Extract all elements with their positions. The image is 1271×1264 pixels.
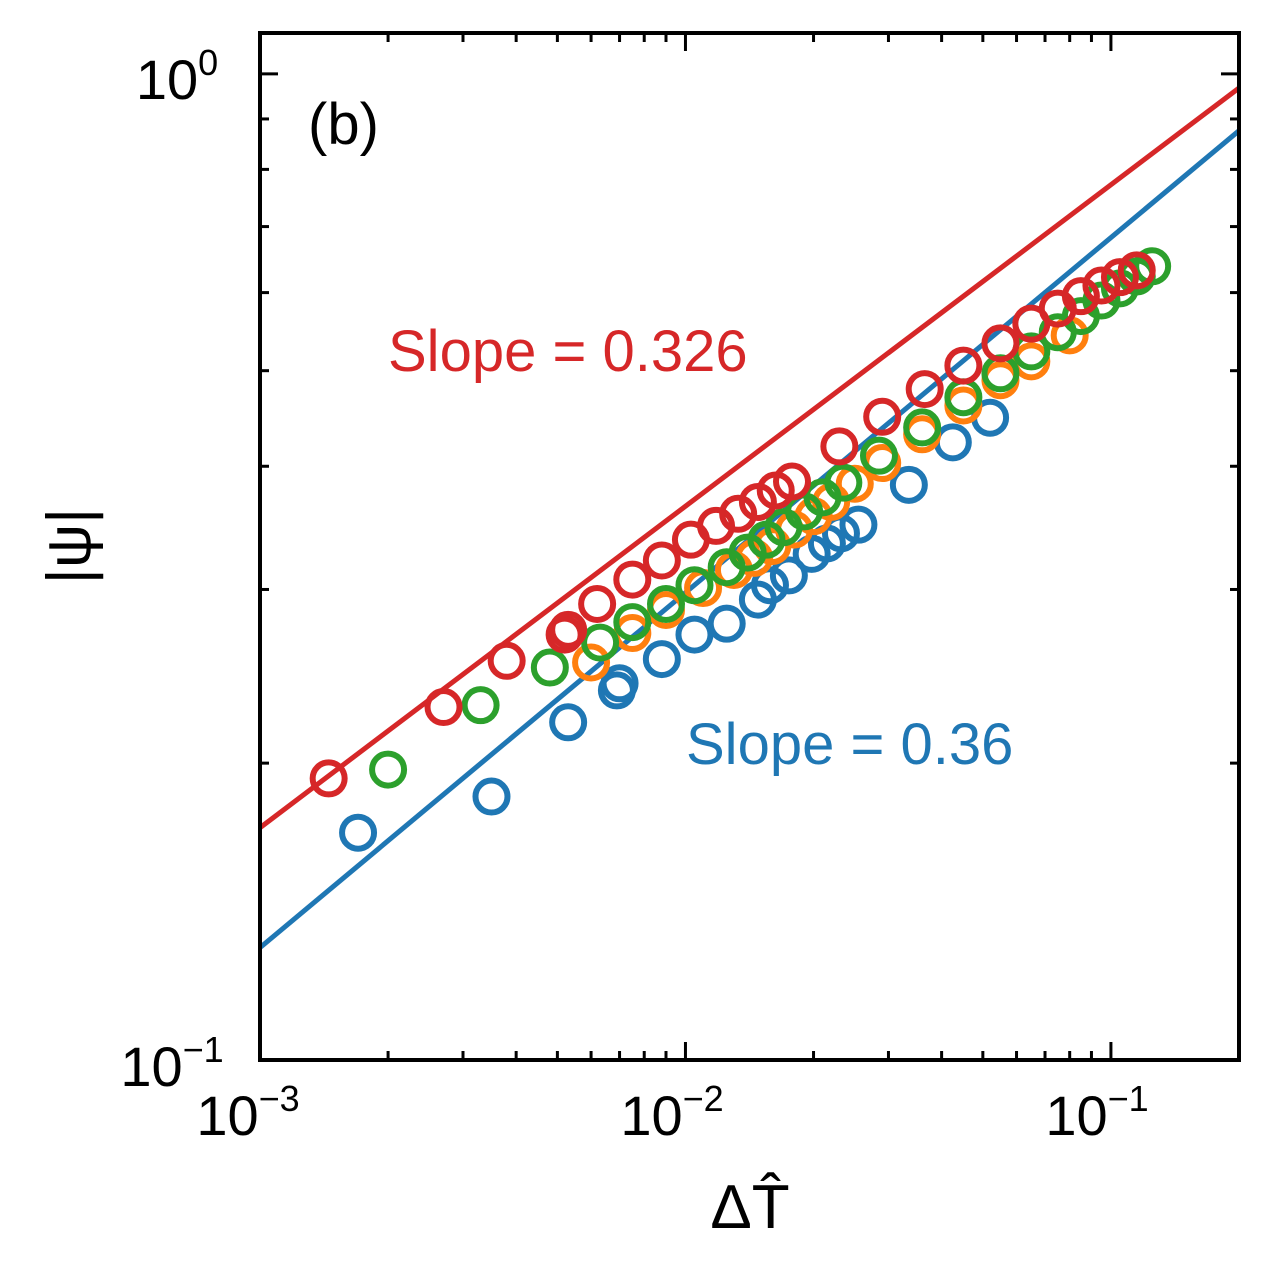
data-point-red — [905, 370, 944, 409]
x-tick-label-3: 10−1 — [1045, 1078, 1148, 1147]
data-point-red — [487, 641, 526, 680]
data-point-red — [1061, 277, 1100, 316]
plot-frame — [258, 31, 1241, 1062]
series-blue — [339, 398, 1010, 852]
data-point-blue — [839, 505, 878, 544]
panel-label: (b) — [308, 92, 379, 157]
data-point-green — [461, 686, 500, 725]
data-point-red — [309, 759, 348, 798]
data-point-green — [646, 584, 685, 623]
data-point-red — [773, 462, 812, 501]
data-point-orange — [572, 643, 611, 682]
data-point-red — [981, 324, 1020, 363]
data-point-green — [369, 750, 408, 789]
data-point-blue — [889, 465, 928, 504]
data-point-blue — [549, 703, 588, 742]
data-point-blue — [707, 604, 746, 643]
data-point-red — [424, 688, 463, 727]
data-point-green — [1133, 247, 1172, 286]
data-point-green — [530, 648, 569, 687]
fit-line-red — [258, 85, 1241, 830]
series-green — [369, 247, 1172, 789]
series-red — [309, 251, 1156, 798]
data-point-red — [613, 560, 652, 599]
data-point-blue — [600, 664, 639, 703]
data-point-red — [820, 427, 859, 466]
annotation-red-slope: Slope = 0.326 — [388, 319, 748, 384]
data-point-blue — [339, 813, 378, 852]
data-point-green — [903, 408, 942, 447]
data-point-blue — [675, 615, 714, 654]
data-point-green — [675, 566, 714, 605]
data-point-blue — [750, 566, 789, 605]
data-point-red — [578, 584, 617, 623]
data-point-red — [863, 397, 902, 436]
y-tick-label-bottom: 10−1 — [120, 1029, 223, 1098]
data-point-red — [944, 346, 983, 385]
data-point-blue — [642, 640, 681, 679]
data-point-blue — [933, 423, 972, 462]
data-point-red — [1100, 258, 1139, 297]
data-point-red — [549, 610, 588, 649]
annotation-blue-slope: Slope = 0.36 — [686, 712, 1013, 777]
data-point-red — [1117, 251, 1156, 290]
x-axis-title: ΔT̂ — [710, 1173, 789, 1242]
data-point-blue — [472, 777, 511, 816]
data-point-green — [581, 623, 620, 662]
data-point-red — [719, 494, 758, 533]
data-point-red — [1082, 266, 1121, 305]
data-point-green — [824, 463, 863, 502]
data-point-green — [613, 603, 652, 642]
data-point-green — [859, 436, 898, 475]
data-point-blue — [769, 556, 808, 595]
y-tick-label-top: 100 — [136, 42, 218, 111]
data-points — [309, 247, 1172, 852]
x-tick-label-2: 10−2 — [620, 1078, 723, 1147]
data-point-red — [642, 541, 681, 580]
y-axis-title: |ψ| — [35, 508, 104, 584]
x-tick-label-1: 10−3 — [196, 1078, 299, 1147]
